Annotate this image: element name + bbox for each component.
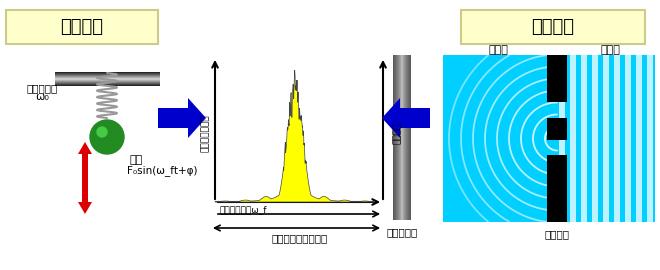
Bar bbox=[55, 80, 160, 81]
Bar bbox=[443, 55, 655, 222]
Text: スクリーン上の位置: スクリーン上の位置 bbox=[272, 233, 328, 243]
Bar bbox=[55, 79, 160, 80]
Polygon shape bbox=[158, 98, 206, 138]
Bar bbox=[405, 55, 406, 220]
Bar bbox=[547, 118, 567, 140]
Text: 振動振幅の２乗: 振動振幅の２乗 bbox=[201, 115, 209, 152]
Bar bbox=[55, 73, 160, 74]
Bar bbox=[393, 55, 394, 220]
Bar bbox=[547, 155, 567, 222]
Text: 回折波: 回折波 bbox=[488, 45, 508, 55]
Bar bbox=[403, 55, 404, 220]
Bar bbox=[55, 81, 160, 82]
Text: 外力の振動数ω_f: 外力の振動数ω_f bbox=[220, 205, 267, 214]
Bar bbox=[55, 84, 160, 85]
Circle shape bbox=[97, 127, 107, 137]
Bar bbox=[559, 55, 565, 222]
Bar bbox=[55, 82, 160, 83]
Bar bbox=[55, 76, 160, 77]
Bar bbox=[397, 55, 398, 220]
Bar bbox=[396, 55, 397, 220]
Bar bbox=[398, 55, 399, 220]
Text: 光の強度: 光の強度 bbox=[393, 123, 401, 144]
Text: F₀sin(ω_ft+φ): F₀sin(ω_ft+φ) bbox=[127, 166, 197, 177]
Bar bbox=[408, 55, 409, 220]
Bar bbox=[581, 55, 587, 222]
Bar bbox=[399, 55, 400, 220]
Bar bbox=[603, 55, 609, 222]
Bar bbox=[409, 55, 410, 220]
Bar bbox=[625, 55, 631, 222]
Text: 入射波: 入射波 bbox=[600, 45, 620, 55]
FancyBboxPatch shape bbox=[6, 10, 158, 44]
Bar bbox=[410, 55, 411, 220]
Bar bbox=[406, 55, 407, 220]
Bar bbox=[55, 83, 160, 84]
Text: 光の回折: 光の回折 bbox=[531, 18, 574, 36]
Circle shape bbox=[90, 120, 124, 154]
Bar bbox=[55, 75, 160, 76]
Bar bbox=[402, 55, 403, 220]
Bar bbox=[401, 55, 402, 220]
Text: 固有振動数: 固有振動数 bbox=[26, 83, 57, 93]
Bar bbox=[647, 55, 653, 222]
Bar bbox=[547, 55, 567, 102]
Text: ω₀: ω₀ bbox=[35, 92, 49, 102]
Bar bbox=[592, 55, 598, 222]
Bar bbox=[570, 55, 576, 222]
Bar bbox=[614, 55, 620, 222]
Polygon shape bbox=[78, 142, 92, 214]
Bar bbox=[55, 72, 160, 73]
FancyBboxPatch shape bbox=[461, 10, 645, 44]
Bar bbox=[395, 55, 396, 220]
Bar bbox=[55, 74, 160, 75]
Text: スリット: スリット bbox=[544, 229, 570, 239]
Polygon shape bbox=[215, 70, 375, 202]
Text: 強制振動: 強制振動 bbox=[61, 18, 104, 36]
Bar bbox=[55, 77, 160, 78]
Polygon shape bbox=[382, 98, 430, 138]
Text: スクリーン: スクリーン bbox=[386, 227, 418, 237]
Bar bbox=[55, 85, 160, 86]
Bar bbox=[400, 55, 401, 220]
Bar bbox=[55, 78, 160, 79]
Bar bbox=[407, 55, 408, 220]
Bar bbox=[394, 55, 395, 220]
Bar bbox=[404, 55, 405, 220]
Text: 外力: 外力 bbox=[130, 155, 143, 165]
Bar bbox=[636, 55, 642, 222]
